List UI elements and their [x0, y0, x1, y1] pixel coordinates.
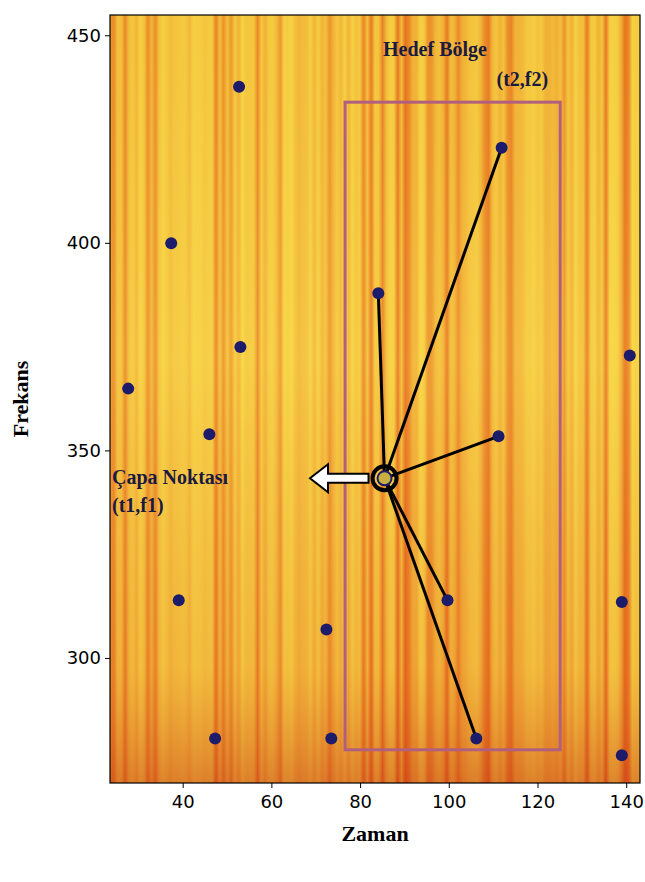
- anchor-arrow: [310, 464, 369, 492]
- x-axis-title: Zaman: [341, 821, 408, 846]
- point: [616, 596, 628, 608]
- pair-line: [385, 436, 499, 478]
- x-tick: [183, 783, 184, 788]
- anchor-coords: (t1,f1): [112, 494, 164, 517]
- x-tick: [626, 783, 627, 788]
- chart: 40 60 80 100 120 140 300 350 400 450 Zaman Frekans H…: [0, 0, 645, 882]
- point: [325, 733, 337, 745]
- pair-line: [385, 478, 448, 600]
- anchor-ring: [373, 466, 397, 490]
- point: [173, 594, 185, 606]
- y-tick-label: 400: [67, 232, 101, 253]
- x-tick-label: 40: [172, 791, 195, 812]
- plot-frame: [110, 15, 640, 783]
- plot-area: [122, 81, 636, 761]
- y-tick-label: 350: [67, 440, 101, 461]
- region-coords: (t2,f2): [497, 68, 549, 91]
- target-region: [345, 102, 560, 750]
- point: [122, 383, 134, 395]
- point: [209, 733, 221, 745]
- point: [234, 341, 246, 353]
- x-tick: [537, 783, 538, 788]
- point: [470, 733, 482, 745]
- point: [320, 623, 332, 635]
- point: [624, 349, 636, 361]
- point: [442, 594, 454, 606]
- point: [493, 430, 505, 442]
- point: [233, 81, 245, 93]
- y-tick: [105, 658, 110, 659]
- anchor-point: [378, 471, 392, 485]
- y-tick: [105, 243, 110, 244]
- spectrogram-background: [110, 15, 640, 783]
- x-tick-label: 60: [260, 791, 283, 812]
- anchor-label: Çapa Noktası: [112, 466, 229, 489]
- pair-line: [378, 293, 384, 478]
- y-axis-title: Frekans: [8, 360, 33, 437]
- point: [372, 287, 384, 299]
- spectrogram-shade: [110, 15, 640, 783]
- point: [165, 237, 177, 249]
- x-tick-label: 80: [349, 791, 372, 812]
- y-tick: [105, 35, 110, 36]
- point: [379, 472, 391, 484]
- point: [203, 428, 215, 440]
- pair-line: [385, 148, 502, 478]
- x-tick-label: 100: [432, 791, 466, 812]
- region-label: Hedef Bölge: [383, 38, 487, 61]
- y-tick-label: 450: [67, 25, 101, 46]
- x-tick-label: 140: [610, 791, 644, 812]
- x-tick: [271, 783, 272, 788]
- pair-line: [385, 478, 477, 738]
- point: [616, 749, 628, 761]
- x-tick: [449, 783, 450, 788]
- y-tick-label: 300: [67, 647, 101, 668]
- y-tick: [105, 450, 110, 451]
- x-tick-label: 120: [521, 791, 555, 812]
- point: [496, 142, 508, 154]
- x-tick: [360, 783, 361, 788]
